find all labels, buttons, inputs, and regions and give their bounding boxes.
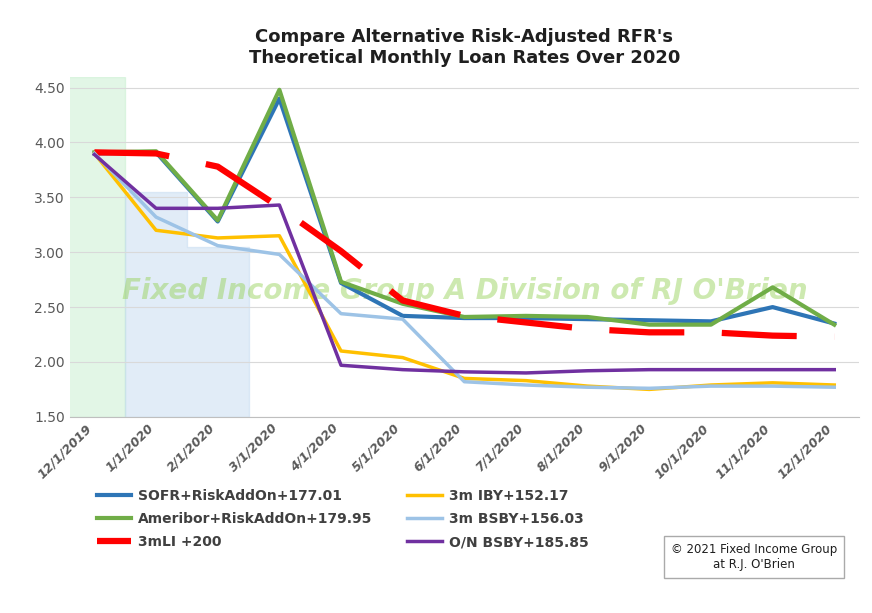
Title: Compare Alternative Risk-Adjusted RFR's
Theoretical Monthly Loan Rates Over 2020: Compare Alternative Risk-Adjusted RFR's … (249, 28, 680, 67)
3m IBY+152.17 (582, 383, 593, 390)
3m IBY+152.17 (459, 375, 469, 382)
Line: 3m BSBY+156.03: 3m BSBY+156.03 (94, 153, 835, 388)
Line: O/N BSBY+185.85: O/N BSBY+185.85 (94, 154, 835, 373)
SOFR+RiskAddOn+177.01 (767, 303, 778, 311)
O/N BSBY+185.85 (274, 201, 284, 208)
O/N BSBY+185.85 (521, 369, 531, 376)
Ameribor+RiskAddOn+179.95 (521, 312, 531, 319)
3m BSBY+156.03 (151, 213, 161, 221)
3mLI +200 (336, 248, 346, 255)
3m IBY+152.17 (829, 381, 840, 389)
3mLI +200 (521, 319, 531, 326)
Text: Fixed Income Group A Division of RJ O'Brien: Fixed Income Group A Division of RJ O'Br… (121, 277, 807, 305)
3m BSBY+156.03 (705, 383, 716, 390)
3m IBY+152.17 (521, 377, 531, 384)
3mLI +200 (705, 329, 716, 336)
O/N BSBY+185.85 (336, 362, 346, 369)
3m BSBY+156.03 (336, 310, 346, 318)
Text: © 2021 Fixed Income Group
at R.J. O'Brien: © 2021 Fixed Income Group at R.J. O'Brie… (671, 543, 837, 571)
Line: 3mLI +200: 3mLI +200 (94, 153, 835, 337)
SOFR+RiskAddOn+177.01 (829, 320, 840, 327)
3mLI +200 (829, 333, 840, 340)
3mLI +200 (151, 150, 161, 157)
3m BSBY+156.03 (89, 150, 99, 157)
Ameribor+RiskAddOn+179.95 (459, 313, 469, 321)
Ameribor+RiskAddOn+179.95 (829, 321, 840, 329)
3m BSBY+156.03 (213, 242, 223, 249)
Line: SOFR+RiskAddOn+177.01: SOFR+RiskAddOn+177.01 (94, 99, 835, 324)
3mLI +200 (398, 297, 408, 304)
Ameribor+RiskAddOn+179.95 (151, 148, 161, 155)
O/N BSBY+185.85 (398, 366, 408, 373)
SOFR+RiskAddOn+177.01 (274, 95, 284, 102)
Ameribor+RiskAddOn+179.95 (398, 300, 408, 308)
O/N BSBY+185.85 (151, 205, 161, 212)
SOFR+RiskAddOn+177.01 (459, 314, 469, 322)
SOFR+RiskAddOn+177.01 (705, 318, 716, 325)
3m IBY+152.17 (213, 234, 223, 242)
SOFR+RiskAddOn+177.01 (89, 150, 99, 157)
3m BSBY+156.03 (398, 316, 408, 323)
Ameribor+RiskAddOn+179.95 (336, 278, 346, 286)
3mLI +200 (644, 329, 655, 336)
Ameribor+RiskAddOn+179.95 (274, 86, 284, 93)
O/N BSBY+185.85 (644, 366, 655, 373)
3m BSBY+156.03 (582, 384, 593, 391)
3mLI +200 (274, 204, 284, 211)
3m BSBY+156.03 (459, 378, 469, 386)
O/N BSBY+185.85 (767, 366, 778, 373)
Ameribor+RiskAddOn+179.95 (705, 321, 716, 329)
Ameribor+RiskAddOn+179.95 (213, 217, 223, 224)
SOFR+RiskAddOn+177.01 (644, 316, 655, 324)
SOFR+RiskAddOn+177.01 (521, 314, 531, 322)
Legend: SOFR+RiskAddOn+177.01, Ameribor+RiskAddOn+179.95, 3mLI +200, 3m IBY+152.17, 3m B: SOFR+RiskAddOn+177.01, Ameribor+RiskAddO… (92, 485, 593, 554)
3mLI +200 (213, 163, 223, 170)
Line: 3m IBY+152.17: 3m IBY+152.17 (94, 153, 835, 389)
3mLI +200 (767, 332, 778, 340)
SOFR+RiskAddOn+177.01 (213, 218, 223, 225)
Polygon shape (126, 192, 249, 417)
SOFR+RiskAddOn+177.01 (336, 280, 346, 287)
3m BSBY+156.03 (767, 383, 778, 390)
O/N BSBY+185.85 (829, 366, 840, 373)
O/N BSBY+185.85 (213, 205, 223, 212)
3mLI +200 (89, 149, 99, 156)
3m IBY+152.17 (336, 348, 346, 355)
Line: Ameribor+RiskAddOn+179.95: Ameribor+RiskAddOn+179.95 (94, 89, 835, 325)
3m BSBY+156.03 (521, 381, 531, 389)
SOFR+RiskAddOn+177.01 (151, 149, 161, 156)
3m IBY+152.17 (644, 386, 655, 393)
3m IBY+152.17 (705, 381, 716, 389)
3m IBY+152.17 (398, 354, 408, 361)
SOFR+RiskAddOn+177.01 (398, 312, 408, 319)
Ameribor+RiskAddOn+179.95 (767, 284, 778, 291)
3m IBY+152.17 (151, 227, 161, 234)
3m BSBY+156.03 (829, 384, 840, 391)
Ameribor+RiskAddOn+179.95 (89, 149, 99, 156)
3m BSBY+156.03 (274, 251, 284, 258)
3m IBY+152.17 (767, 379, 778, 386)
3m BSBY+156.03 (644, 384, 655, 392)
Ameribor+RiskAddOn+179.95 (644, 321, 655, 329)
3mLI +200 (582, 326, 593, 333)
SOFR+RiskAddOn+177.01 (582, 316, 593, 323)
O/N BSBY+185.85 (459, 368, 469, 376)
O/N BSBY+185.85 (582, 367, 593, 375)
Ameribor+RiskAddOn+179.95 (582, 313, 593, 321)
O/N BSBY+185.85 (89, 151, 99, 158)
3m IBY+152.17 (89, 150, 99, 157)
Bar (64, 77, 126, 417)
O/N BSBY+185.85 (705, 366, 716, 373)
3mLI +200 (459, 312, 469, 319)
3m IBY+152.17 (274, 232, 284, 240)
